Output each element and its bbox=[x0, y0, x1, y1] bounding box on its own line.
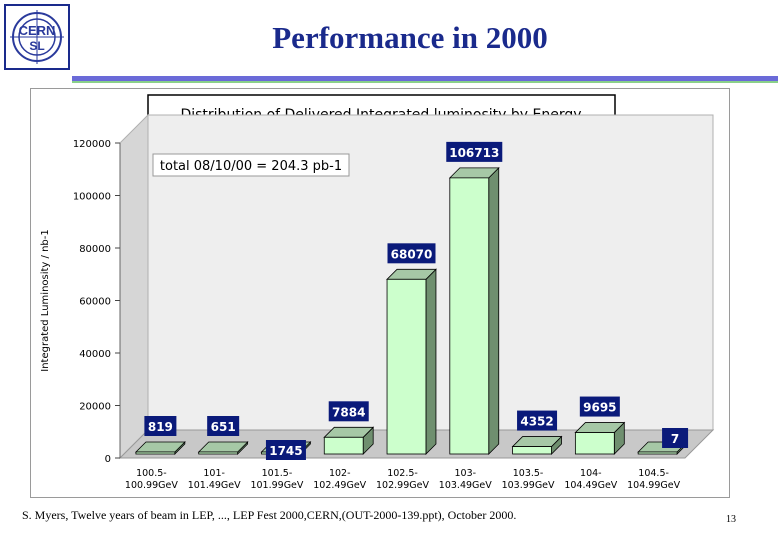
x-tick-label: 101- bbox=[203, 468, 225, 479]
data-label-bg bbox=[265, 440, 306, 460]
bar bbox=[574, 432, 615, 455]
data-label-bg bbox=[517, 410, 558, 431]
title-underline-blue bbox=[72, 76, 778, 81]
data-label-bg bbox=[328, 401, 369, 422]
bar bbox=[198, 451, 239, 455]
page-number: 13 bbox=[726, 514, 736, 525]
data-label: 819 bbox=[148, 420, 173, 434]
x-tick-label: 104.5- bbox=[638, 468, 669, 479]
chart-frame: Distribution of Delivered Integrated lum… bbox=[30, 88, 730, 498]
footer-citation: S. Myers, Twelve years of beam in LEP, .… bbox=[22, 508, 517, 522]
bar bbox=[512, 446, 552, 455]
slide-title: Performance in 2000 bbox=[272, 20, 548, 55]
x-tick-label: 100.99GeV bbox=[125, 480, 178, 491]
annotation-box bbox=[152, 153, 350, 177]
title-underline-green bbox=[72, 81, 778, 83]
y-tick-label: 60000 bbox=[79, 297, 111, 308]
bar bbox=[637, 451, 678, 455]
x-tick-label: 102.99GeV bbox=[376, 480, 429, 491]
x-tick-label: 104- bbox=[580, 468, 602, 479]
bar bbox=[449, 177, 490, 455]
data-label-bg bbox=[579, 396, 620, 417]
data-label: 106713 bbox=[449, 146, 499, 160]
y-tick-label: 20000 bbox=[79, 402, 111, 413]
data-label: 7 bbox=[671, 432, 679, 446]
y-tick-label: 100000 bbox=[73, 192, 111, 203]
x-tick-label: 104.49GeV bbox=[564, 480, 617, 491]
logo-text-sl: SL bbox=[29, 39, 44, 53]
x-tick-label: 103- bbox=[454, 468, 476, 479]
y-tick-label: 0 bbox=[105, 454, 111, 465]
logo-text-cern: CERN bbox=[19, 23, 56, 38]
x-tick-label: 102.5- bbox=[387, 468, 418, 479]
cern-sl-logo: CERN SL bbox=[4, 4, 70, 70]
bar-side bbox=[488, 166, 500, 455]
data-label: 1745 bbox=[269, 444, 302, 458]
data-label: 68070 bbox=[391, 247, 433, 261]
bar bbox=[386, 278, 427, 455]
x-tick-label: 101.49GeV bbox=[188, 480, 241, 491]
bar bbox=[135, 451, 176, 455]
data-label-bg bbox=[387, 243, 436, 264]
bar-side bbox=[425, 268, 437, 455]
annotation-total: total 08/10/00 = 204.3 pb-1 bbox=[160, 159, 342, 174]
x-tick-label: 101.5- bbox=[262, 468, 293, 479]
y-tick-label: 40000 bbox=[79, 349, 111, 360]
x-tick-label: 103.99GeV bbox=[502, 480, 555, 491]
y-tick-label: 120000 bbox=[73, 139, 111, 150]
cern-logo-icon: CERN SL bbox=[4, 4, 70, 70]
x-tick-label: 101.99GeV bbox=[250, 480, 303, 491]
data-label: 9695 bbox=[583, 401, 616, 415]
plot-area: 0 20000 40000 60000 80000 100000 120000 Integra… bbox=[40, 113, 715, 491]
data-label-bg bbox=[144, 416, 177, 436]
data-label-bg bbox=[662, 428, 689, 448]
data-label-bg bbox=[207, 416, 240, 436]
x-tick-label: 100.5- bbox=[136, 468, 167, 479]
x-tick-label: 102- bbox=[329, 468, 351, 479]
x-tick-label: 103.49GeV bbox=[439, 480, 492, 491]
plot-side-wall bbox=[119, 113, 149, 460]
y-tick-label: 80000 bbox=[79, 244, 111, 255]
data-label: 4352 bbox=[520, 415, 553, 429]
x-tick-label: 103.5- bbox=[513, 468, 544, 479]
data-label-bg bbox=[446, 141, 503, 162]
x-tick-label: 102.49GeV bbox=[313, 480, 366, 491]
data-label: 7884 bbox=[332, 405, 365, 419]
data-label: 651 bbox=[211, 420, 236, 434]
x-tick-label: 104.99GeV bbox=[627, 480, 680, 491]
luminosity-chart: Distribution of Delivered Integrated lum… bbox=[30, 88, 730, 498]
y-axis-label: Integrated Luminosity / nb-1 bbox=[40, 229, 51, 371]
bar bbox=[323, 436, 364, 455]
